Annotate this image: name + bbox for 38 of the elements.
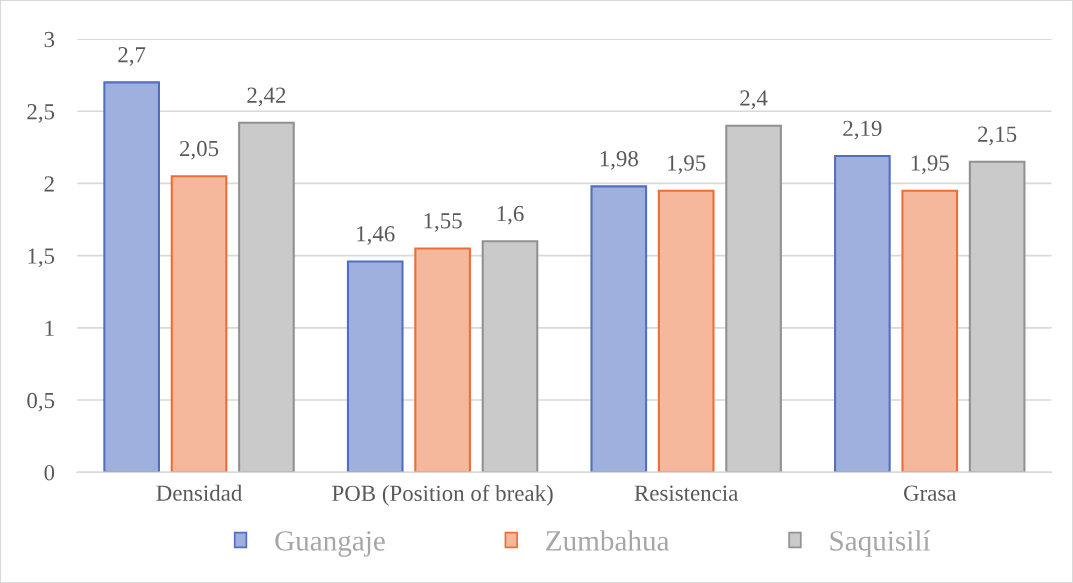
bar xyxy=(834,154,891,473)
bar xyxy=(238,121,295,473)
data-label: 2,05 xyxy=(180,140,219,160)
bar xyxy=(414,247,471,473)
legend-label: Guangaje xyxy=(275,531,385,557)
bar xyxy=(901,189,959,473)
x-tick-label: Grasa xyxy=(903,485,957,501)
y-tick-label: 1,5 xyxy=(28,248,55,268)
bar xyxy=(657,189,715,473)
data-label: 2,42 xyxy=(247,87,286,107)
data-label: 1,95 xyxy=(668,155,706,175)
bar xyxy=(968,160,1026,473)
bar xyxy=(725,124,782,473)
bar xyxy=(103,81,160,473)
data-label: 2,4 xyxy=(740,90,768,110)
data-label: 1,6 xyxy=(497,205,524,225)
x-tick-label: Resistencia xyxy=(634,485,739,501)
bar xyxy=(481,240,539,473)
y-tick-label: 2 xyxy=(44,176,54,192)
x-tick-label: Densidad xyxy=(156,484,243,501)
bar xyxy=(590,185,648,473)
y-tick-label: 2,5 xyxy=(27,104,55,123)
bar xyxy=(170,175,228,473)
data-label: 1,98 xyxy=(600,150,638,170)
y-tick-label: 0 xyxy=(44,464,55,481)
x-tick-label: POB (Position of break) xyxy=(332,484,553,506)
data-label: 2,15 xyxy=(978,126,1017,146)
y-tick-label: 0,5 xyxy=(27,392,55,412)
legend-label: Zumbahua xyxy=(546,530,670,551)
y-tick-label: 3 xyxy=(44,31,55,48)
legend-label: Saquisilí xyxy=(830,530,931,557)
data-label: 1,55 xyxy=(424,213,462,232)
data-label: 1,46 xyxy=(357,226,395,245)
data-label: 1,95 xyxy=(911,155,949,175)
y-tick-label: 1 xyxy=(45,320,54,336)
data-label: 2,19 xyxy=(843,120,882,140)
bar xyxy=(346,260,404,473)
data-label: 2,7 xyxy=(118,47,146,66)
